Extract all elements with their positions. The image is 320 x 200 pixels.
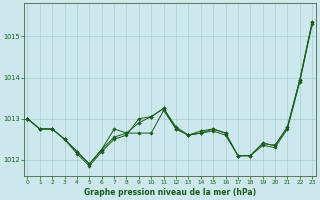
X-axis label: Graphe pression niveau de la mer (hPa): Graphe pression niveau de la mer (hPa) [84,188,256,197]
